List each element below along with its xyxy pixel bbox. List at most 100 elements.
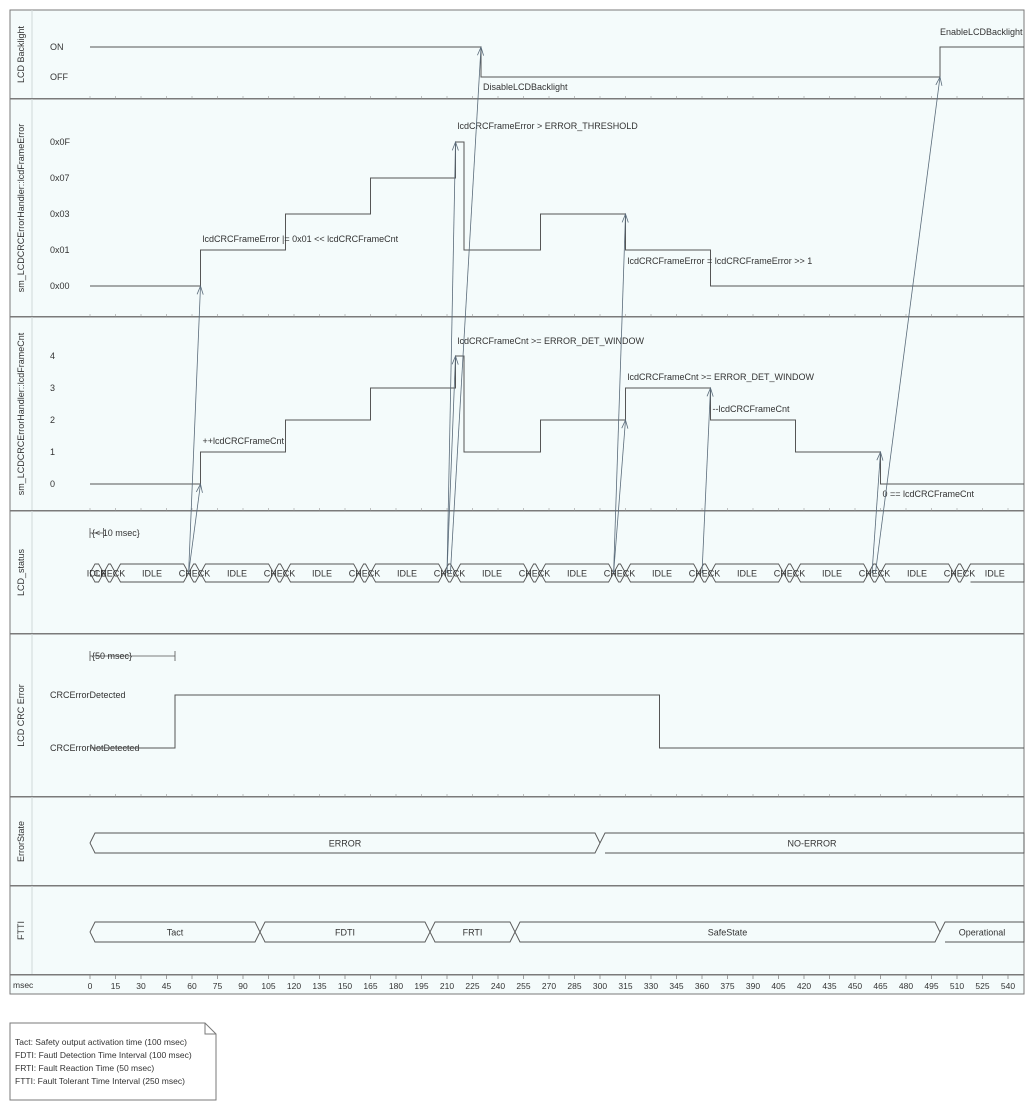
bus-segment-label: ERROR (329, 839, 362, 849)
message-arrow (446, 355, 456, 574)
bus-segment-label: Tact (167, 928, 184, 938)
axis-frame (9, 974, 1025, 995)
lane-frame (9, 316, 1025, 512)
bus-segment-label: IDLE (737, 569, 757, 579)
state-label: 0x03 (50, 209, 70, 219)
lane-title: LCD CRC Error (16, 684, 26, 747)
axis-tick-label: 210 (440, 981, 454, 991)
bus-segment-label: CHECK (434, 569, 466, 579)
bus-segment-label: IDLE (227, 569, 247, 579)
axis-tick-label: 60 (187, 981, 197, 991)
axis-tick-label: 0 (88, 981, 93, 991)
axis-tick-label: 165 (363, 981, 377, 991)
transition-label: lcdCRCFrameError = lcdCRCFrameError >> 1 (628, 256, 813, 266)
bus-segment (599, 832, 1025, 854)
note-line: FRTI: Fault Reaction Time (50 msec) (15, 1063, 154, 1073)
bus-segment-label: SafeState (708, 928, 748, 938)
lane-title: LCD Backlight (16, 25, 26, 83)
bus-segment-label: CHECK (519, 569, 551, 579)
bus-segment-label: CHECK (859, 569, 891, 579)
lane-0: LCD Backlight ON OFF DisableLCDBacklight Ena… (9, 9, 1025, 100)
lane-title: sm_LCDCRCErrorHandler::lcdFrameCnt (16, 332, 26, 495)
bus-segment-label: IDLE (87, 569, 107, 579)
lane-title: LCD_status (16, 548, 26, 596)
axis-tick-label: 480 (899, 981, 913, 991)
transition-label: lcdCRCFrameCnt >= ERROR_DET_WINDOW (458, 336, 645, 346)
note-fold (204, 1023, 216, 1035)
message-arrowhead (451, 354, 459, 365)
lane-title: ErrorState (16, 821, 26, 862)
axis-tick-label: 465 (873, 981, 887, 991)
state-label: 0x07 (50, 173, 70, 183)
lane-1: sm_LCDCRCErrorHandler::lcdFrameError 0x0F… (9, 98, 1025, 318)
lane-title: sm_LCDCRCErrorHandler::lcdFrameError (16, 124, 26, 293)
bus-segment-label: IDLE (907, 569, 927, 579)
state-label: ON (50, 42, 64, 52)
state-label: 1 (50, 447, 55, 457)
message-arrowhead (935, 75, 943, 86)
axis-tick-label: 225 (465, 981, 479, 991)
state-waveform (90, 46, 1024, 78)
bus-segment-label: CHECK (774, 569, 806, 579)
message-arrow (613, 419, 626, 574)
axis-tick-label: 510 (950, 981, 964, 991)
message-arrow (613, 213, 626, 574)
lane-frame (9, 510, 1025, 635)
lane-5: ErrorState ERROR NO-ERROR (9, 796, 1025, 887)
axis-tick-label: 360 (695, 981, 709, 991)
state-waveform (90, 694, 1024, 749)
lane-frame (9, 796, 1025, 887)
message-arrow (701, 387, 711, 574)
message-arrow (188, 483, 201, 574)
state-label: 0x00 (50, 281, 70, 291)
message-arrowhead (876, 450, 884, 461)
transition-label: lcdCRCFrameCnt >= ERROR_DET_WINDOW (628, 372, 815, 382)
time-axis: msec 0 15 30 45 60 75 90 105 120 135 150 165 180 195 21… (9, 974, 1025, 995)
axis-tick-label: 30 (136, 981, 146, 991)
state-label: 4 (50, 351, 55, 361)
axis-tick-label: 45 (162, 981, 172, 991)
bus-segment-label: IDLE (397, 569, 417, 579)
message-arrows (188, 45, 943, 574)
message-arrowhead (621, 212, 629, 223)
lane-3: LCD_status IDLE CHECK IDLE CHECK IDLE CHECK IDL… (9, 510, 1025, 635)
state-label: 0x0F (50, 137, 71, 147)
bus-segment-label: IDLE (567, 569, 587, 579)
axis-tick-label: 180 (389, 981, 403, 991)
lane-4: LCD CRC Error CRCErrorDetectedCRCErrorNot… (9, 633, 1025, 798)
axis-tick-label: 240 (491, 981, 505, 991)
bus-segment-label: FDTI (335, 928, 355, 938)
bus-segment-label: IDLE (482, 569, 502, 579)
state-label: 3 (50, 383, 55, 393)
axis-tick-label: 105 (261, 981, 275, 991)
state-waveform (90, 355, 1024, 485)
axis-tick-label: 525 (975, 981, 989, 991)
state-label: 0x01 (50, 245, 70, 255)
axis-tick-label: 540 (1001, 981, 1015, 991)
bus-segment (939, 921, 1025, 943)
message-arrowhead (451, 140, 459, 151)
axis-tick-label: 390 (746, 981, 760, 991)
axis-unit-label: msec (13, 980, 34, 990)
axis-tick-label: 345 (669, 981, 683, 991)
lane-frame (9, 885, 1025, 976)
bus-segment-label: FRTI (463, 928, 483, 938)
state-waveform (90, 141, 1024, 287)
bus-segment-label: CHECK (944, 569, 976, 579)
transition-label: DisableLCDBacklight (483, 82, 568, 92)
axis-tick-label: 75 (213, 981, 223, 991)
state-label: OFF (50, 72, 68, 82)
axis-tick-label: 120 (287, 981, 301, 991)
message-arrow (450, 46, 482, 574)
message-arrow (871, 451, 881, 574)
transition-label: EnableLCDBacklight (940, 27, 1023, 37)
state-label: CRCErrorDetected (50, 690, 126, 700)
bus-segment-label: CHECK (689, 569, 721, 579)
bus-segment-label: Operational (959, 928, 1006, 938)
message-arrowhead (196, 284, 204, 295)
bus-segment (965, 563, 1025, 583)
lane-frame (9, 633, 1025, 798)
axis-tick-label: 450 (848, 981, 862, 991)
axis-tick-label: 150 (338, 981, 352, 991)
